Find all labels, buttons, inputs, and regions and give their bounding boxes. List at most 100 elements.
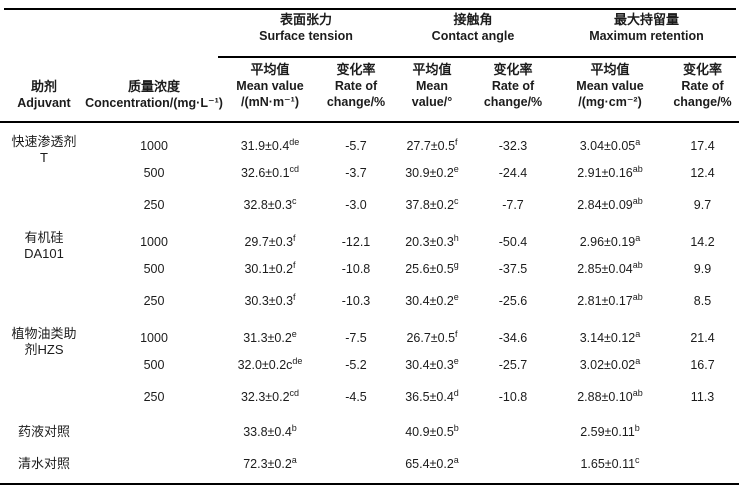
cell-st-mean: 31.9±0.4de [240, 136, 300, 153]
cell-ca-mean: 36.5±0.4d [405, 387, 459, 404]
header-st-rate-en: Rate of [334, 79, 378, 93]
cell-concentration: 1000 [140, 138, 168, 153]
cell-adjuvant [0, 349, 88, 381]
header-st-rate-unit: change/% [326, 95, 386, 109]
column-header-concentration: 质量浓度 Concentration/(mg·L⁻¹) [85, 0, 223, 121]
header-adjuvant-en: Adjuvant [17, 96, 71, 110]
header-adjuvant-zh: 助剂 [30, 79, 57, 94]
column-header-adjuvant: 助剂 Adjuvant [0, 0, 88, 121]
header-mr-rate-en: Rate of [681, 79, 724, 93]
significance-letter: cd [289, 387, 300, 398]
cell-mr-mean: 2.81±0.17ab [577, 291, 643, 308]
significance-letter: f [293, 232, 296, 243]
cell-st-mean: 30.3±0.3f [244, 291, 296, 308]
table-row: 药液对照 33.8±0.4b 40.9±0.5b 2.59±0.11b [0, 416, 739, 448]
cell-ca-mean: 27.7±0.5f [406, 136, 458, 153]
cell-mr-mean: 2.88±0.10ab [577, 387, 643, 404]
significance-letter: f [293, 259, 296, 270]
table-row: 250 32.8±0.3c -3.0 37.8±0.2c -7.7 2.84±0.09ab… [0, 189, 739, 221]
cell-st-rate: -3.0 [345, 198, 367, 212]
cell-st-mean: 32.3±0.2cd [240, 387, 300, 404]
cell-ca-rate: -25.7 [498, 358, 528, 372]
cell-st-rate: -10.3 [341, 294, 371, 308]
cell-concentration: 500 [143, 358, 165, 372]
cell-concentration: 250 [143, 390, 165, 404]
cell-ca-rate: -24.4 [498, 166, 528, 180]
cell-ca-rate: -25.6 [498, 294, 528, 308]
cell-mr-mean: 3.14±0.12a [579, 328, 641, 345]
significance-letter: h [453, 232, 459, 243]
cell-mr-rate: 12.4 [690, 166, 715, 180]
cell-adjuvant [0, 253, 88, 285]
spanner-surface-tension-zh: 表面张力 [279, 12, 332, 27]
cell-concentration: 1000 [140, 330, 168, 345]
spanner-max-retention-en: Maximum retention [589, 29, 704, 43]
significance-letter: ab [632, 387, 643, 398]
significance-letter: b [453, 422, 459, 433]
cell-mr-mean: 2.59±0.11b [580, 422, 640, 439]
cell-adjuvant: 药液对照 [17, 424, 70, 439]
header-ca-mean-unit: value/° [411, 95, 453, 109]
significance-letter: de [292, 355, 303, 366]
significance-letter: ab [632, 195, 643, 206]
significance-letter: f [293, 291, 296, 302]
table-row: 250 32.3±0.2cd -4.5 36.5±0.4d -10.8 2.88±0.10… [0, 381, 739, 413]
cell-mr-mean: 1.65±0.11c [580, 454, 640, 471]
table-row: 植物油类助 剂HZS 1000 31.3±0.2e -7.5 26.7±0.5f -34.6… [0, 317, 739, 357]
cell-ca-mean: 37.8±0.2c [405, 195, 459, 212]
significance-letter: g [453, 259, 459, 270]
significance-letter: a [635, 136, 641, 147]
cell-mr-mean: 2.96±0.19a [579, 232, 641, 249]
cell-concentration: 500 [143, 262, 165, 276]
header-concentration-en: Concentration/(mg·L⁻¹) [85, 96, 223, 110]
cell-st-rate: -12.1 [341, 234, 371, 249]
cell-mr-rate: 11.3 [690, 390, 715, 404]
cell-ca-mean: 20.3±0.3h [405, 232, 459, 249]
cell-ca-mean: 30.4±0.2e [405, 291, 459, 308]
header-ca-rate-zh: 变化率 [493, 62, 533, 77]
header-st-mean-zh: 平均值 [250, 62, 290, 77]
header-mr-mean-unit: /(mg·cm⁻²) [578, 95, 642, 109]
table-body: 快速渗透剂 T 1000 31.9±0.4de -5.7 27.7±0.5f -32.3 3.… [0, 125, 739, 480]
header-mr-mean-en: Mean value [576, 79, 644, 93]
cell-st-mean: 33.8±0.4b [243, 422, 297, 439]
cell-mr-mean: 3.04±0.05a [579, 136, 641, 153]
significance-letter: f [455, 136, 458, 147]
cell-st-rate: -5.7 [345, 138, 367, 153]
cell-ca-mean: 40.9±0.5b [405, 422, 459, 439]
cell-concentration: 250 [143, 198, 165, 212]
significance-letter: e [453, 355, 459, 366]
header-bottom-border [0, 121, 739, 123]
header-mr-rate-unit: change/% [673, 95, 732, 109]
cell-ca-mean: 30.4±0.3e [405, 355, 459, 372]
cell-st-rate: -4.5 [345, 390, 367, 404]
significance-letter: ab [632, 163, 643, 174]
cell-st-mean: 72.3±0.2a [243, 454, 297, 471]
header-ca-rate-en: Rate of [491, 79, 535, 93]
header-st-mean-en: Mean value [236, 79, 304, 93]
significance-letter: c [454, 195, 459, 206]
cell-ca-mean: 65.4±0.2a [405, 454, 459, 471]
significance-letter: e [453, 163, 459, 174]
cell-concentration: 500 [143, 166, 165, 180]
cell-mr-rate: 16.7 [690, 358, 715, 372]
column-header-st-rate: 变化率 Rate of change/% [320, 0, 392, 121]
spanner-contact-angle-en: Contact angle [431, 29, 515, 43]
spanner-underline [218, 56, 736, 58]
significance-letter: a [291, 454, 297, 465]
cell-ca-mean: 26.7±0.5f [406, 328, 458, 345]
cell-ca-rate: -32.3 [498, 138, 528, 153]
cell-mr-mean: 2.91±0.16ab [577, 163, 643, 180]
spanner-contact-angle: 接触角 Contact angle [392, 12, 554, 44]
cell-mr-mean: 3.02±0.02a [579, 355, 641, 372]
cell-st-rate: -10.8 [341, 262, 371, 276]
cell-concentration [88, 448, 220, 480]
cell-mr-rate: 14.2 [690, 234, 715, 249]
spanner-max-retention-zh: 最大持留量 [613, 12, 679, 27]
table-row: 500 30.1±0.2f -10.8 25.6±0.5g -37.5 2.85±0.04… [0, 253, 739, 285]
cell-mr-rate [666, 416, 739, 448]
cell-st-mean: 32.8±0.3c [243, 195, 297, 212]
cell-mr-mean: 2.84±0.09ab [577, 195, 643, 212]
cell-st-rate: -5.2 [345, 358, 367, 372]
